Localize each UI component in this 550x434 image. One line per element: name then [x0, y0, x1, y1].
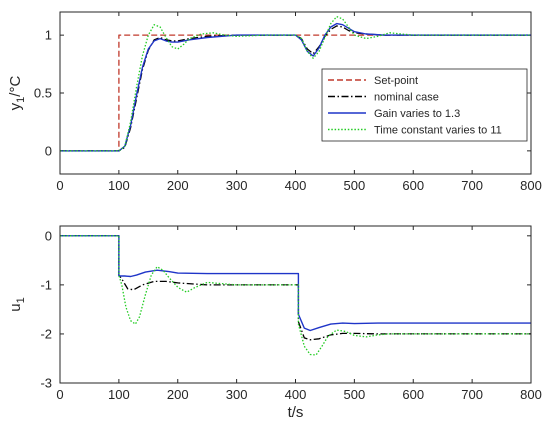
bottom-y-tick-label: -2	[40, 326, 52, 341]
top-y-axis-label-unit: /°C	[7, 76, 24, 97]
top-x-tick-label: 500	[344, 178, 366, 193]
bottom-series-time-constant-varies-to-11	[60, 235, 531, 356]
bottom-axis-ticks: 0 100 200 300 400 500 600 700 800 0 -1 -2 -3	[40, 226, 542, 402]
legend-label: Gain varies to 1.3	[374, 108, 460, 120]
legend-label: Time constant varies to 11	[374, 125, 502, 137]
bottom-series-gain-varies-to-1-3	[60, 235, 531, 332]
bottom-chart: 0 100 200 300 400 500 600 700 800 0 -1 -2 -3 u1 t/s	[7, 225, 542, 421]
top-x-tick-label: 300	[226, 178, 248, 193]
top-x-tick-label: 200	[167, 178, 189, 193]
top-x-tick-label: 100	[108, 178, 130, 193]
bottom-y-tick-label: -1	[40, 277, 52, 292]
legend-box	[321, 68, 528, 142]
top-series-time-constant-varies-to-11	[60, 15, 531, 152]
bottom-x-tick-label: 100	[108, 387, 130, 402]
top-axes-frame	[59, 11, 532, 175]
top-y-tick-label: 0	[45, 143, 52, 158]
top-y-tick-label: 1	[45, 28, 52, 43]
bottom-x-tick-label: 600	[402, 387, 424, 402]
bottom-y-axis-label: u1	[7, 297, 27, 311]
bottom-x-tick-label: 200	[167, 387, 189, 402]
bottom-y-axis-label-main: u	[7, 303, 24, 311]
bottom-axes-frame	[59, 225, 532, 384]
top-x-tick-label: 600	[402, 178, 424, 193]
bottom-x-tick-label: 300	[226, 387, 248, 402]
top-x-tick-label: 700	[461, 178, 483, 193]
top-x-tick-label: 800	[520, 178, 542, 193]
top-x-tick-label: 400	[285, 178, 307, 193]
top-y-axis-label-main: y	[7, 102, 24, 110]
top-x-tick-label: 0	[56, 178, 63, 193]
bottom-series-group	[60, 235, 531, 356]
bottom-x-tick-label: 500	[344, 387, 366, 402]
bottom-x-tick-label: 400	[285, 387, 307, 402]
bottom-plot-area	[60, 226, 531, 383]
bottom-y-tick-label: 0	[45, 228, 52, 243]
bottom-x-axis-label: t/s	[288, 404, 304, 421]
top-series-group	[60, 15, 531, 152]
bottom-x-tick-label: 800	[520, 387, 542, 402]
top-axis-ticks: 0 100 200 300 400 500 600 700 800 0 0.5 1	[34, 12, 542, 193]
bottom-series-nominal-case	[60, 235, 531, 341]
top-y-axis-label-sub: 1	[15, 97, 27, 103]
bottom-y-tick-label: -3	[40, 376, 52, 391]
top-y-tick-label: 0.5	[34, 86, 52, 101]
bottom-x-tick-label: 0	[56, 387, 63, 402]
legend-label: Set-point	[374, 75, 418, 87]
legend: Set-point nominal case Gain varies to 1.3 T…	[321, 68, 528, 142]
top-series-gain-varies-to-1-3	[60, 22, 531, 152]
bottom-x-tick-label: 700	[461, 387, 483, 402]
top-y-axis-label: y1/°C	[7, 76, 27, 111]
legend-label: nominal case	[374, 92, 439, 104]
bottom-y-axis-label-sub: 1	[15, 297, 27, 303]
